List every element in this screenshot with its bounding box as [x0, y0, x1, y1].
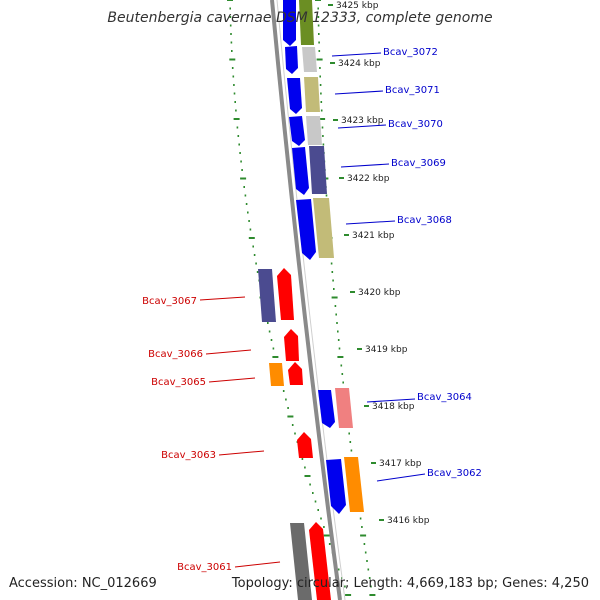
cds-arrow[interactable]: [288, 362, 303, 385]
cds-arrow[interactable]: [287, 78, 302, 114]
label-leader: [234, 561, 281, 568]
label-leader: [340, 163, 390, 168]
cds-arrow[interactable]: [318, 390, 335, 428]
label-leader: [337, 124, 387, 129]
backbone-shadow: [276, 0, 346, 600]
ruler-label: 3424 kbp: [338, 59, 381, 69]
label-leader: [376, 473, 426, 482]
gene-label[interactable]: Bcav_3069: [391, 158, 446, 169]
cog-block: [290, 523, 312, 600]
cds-arrow[interactable]: [285, 46, 298, 74]
ruler-label: 3422 kbp: [347, 174, 390, 184]
cog-block: [335, 388, 353, 428]
label-leader: [218, 450, 265, 456]
forward-gene-labels: Bcav_3072 Bcav_3071 Bcav_3070 Bcav_3069 …: [331, 47, 482, 482]
gene-label[interactable]: Bcav_3068: [397, 215, 452, 226]
ruler: 3425 kbp 3424 kbp 3423 kbp 3422 kbp 3421…: [336, 1, 430, 526]
ruler-label: 3423 kbp: [341, 116, 384, 126]
ruler-label: 3416 kbp: [387, 516, 430, 526]
reverse-gene-labels: Bcav_3067 Bcav_3066 Bcav_3065 Bcav_3063 …: [142, 296, 281, 573]
gene-label[interactable]: Bcav_3070: [388, 119, 443, 130]
gene-label[interactable]: Bcav_3066: [148, 349, 203, 360]
label-leader: [208, 377, 256, 383]
gene-label[interactable]: Bcav_3071: [385, 85, 440, 96]
label-leader: [366, 398, 416, 403]
ruler-label: 3417 kbp: [379, 459, 422, 469]
cds-arrow[interactable]: [326, 459, 346, 514]
gene-label[interactable]: Bcav_3063: [161, 450, 216, 461]
ruler-label: 3421 kbp: [352, 231, 395, 241]
gene-label[interactable]: Bcav_3072: [383, 47, 438, 58]
accession-text: Accession: NC_012669: [9, 576, 157, 591]
cog-block: [344, 457, 364, 512]
cog-block: [309, 146, 327, 194]
gene-label[interactable]: Bcav_3064: [417, 392, 472, 403]
gene-label[interactable]: Bcav_3065: [151, 377, 206, 388]
reverse-track: [258, 268, 331, 600]
cog-block: [304, 77, 320, 112]
genome-summary-text: Topology: circular; Length: 4,669,183 bp…: [231, 576, 589, 591]
cog-block: [299, 0, 314, 45]
cog-block: [313, 198, 334, 258]
gene-label[interactable]: Bcav_3062: [427, 468, 482, 479]
forward-cog-track: [299, 0, 364, 512]
gc-track-left: [227, 0, 352, 596]
cds-arrow[interactable]: [297, 432, 313, 458]
cds-arrow[interactable]: [277, 268, 294, 320]
label-leader: [331, 52, 382, 57]
cds-arrow[interactable]: [284, 329, 299, 361]
ruler-label: 3418 kbp: [372, 402, 415, 412]
label-leader: [199, 296, 246, 301]
ruler-ticks: [328, 4, 384, 521]
map-title: Beutenbergia cavernae DSM 12333, complet…: [107, 10, 492, 26]
cds-arrow[interactable]: [289, 116, 305, 146]
cds-arrow[interactable]: [296, 199, 316, 260]
ruler-label: 3425 kbp: [336, 1, 379, 11]
cds-arrow[interactable]: [283, 0, 296, 46]
cog-block: [258, 269, 276, 322]
cog-block: [269, 363, 284, 386]
label-leader: [345, 220, 396, 225]
gene-label[interactable]: Bcav_3067: [142, 296, 197, 307]
genome-backbone: [270, 0, 342, 600]
cds-arrow[interactable]: [309, 522, 331, 600]
label-leader: [205, 349, 252, 355]
forward-cds-track: [283, 0, 346, 514]
gene-label[interactable]: Bcav_3061: [177, 562, 232, 573]
cog-block: [306, 116, 322, 145]
cds-arrow[interactable]: [292, 147, 309, 195]
ruler-label: 3420 kbp: [358, 288, 401, 298]
label-leader: [334, 90, 384, 95]
cog-block: [302, 47, 317, 72]
ruler-label: 3419 kbp: [365, 345, 408, 355]
